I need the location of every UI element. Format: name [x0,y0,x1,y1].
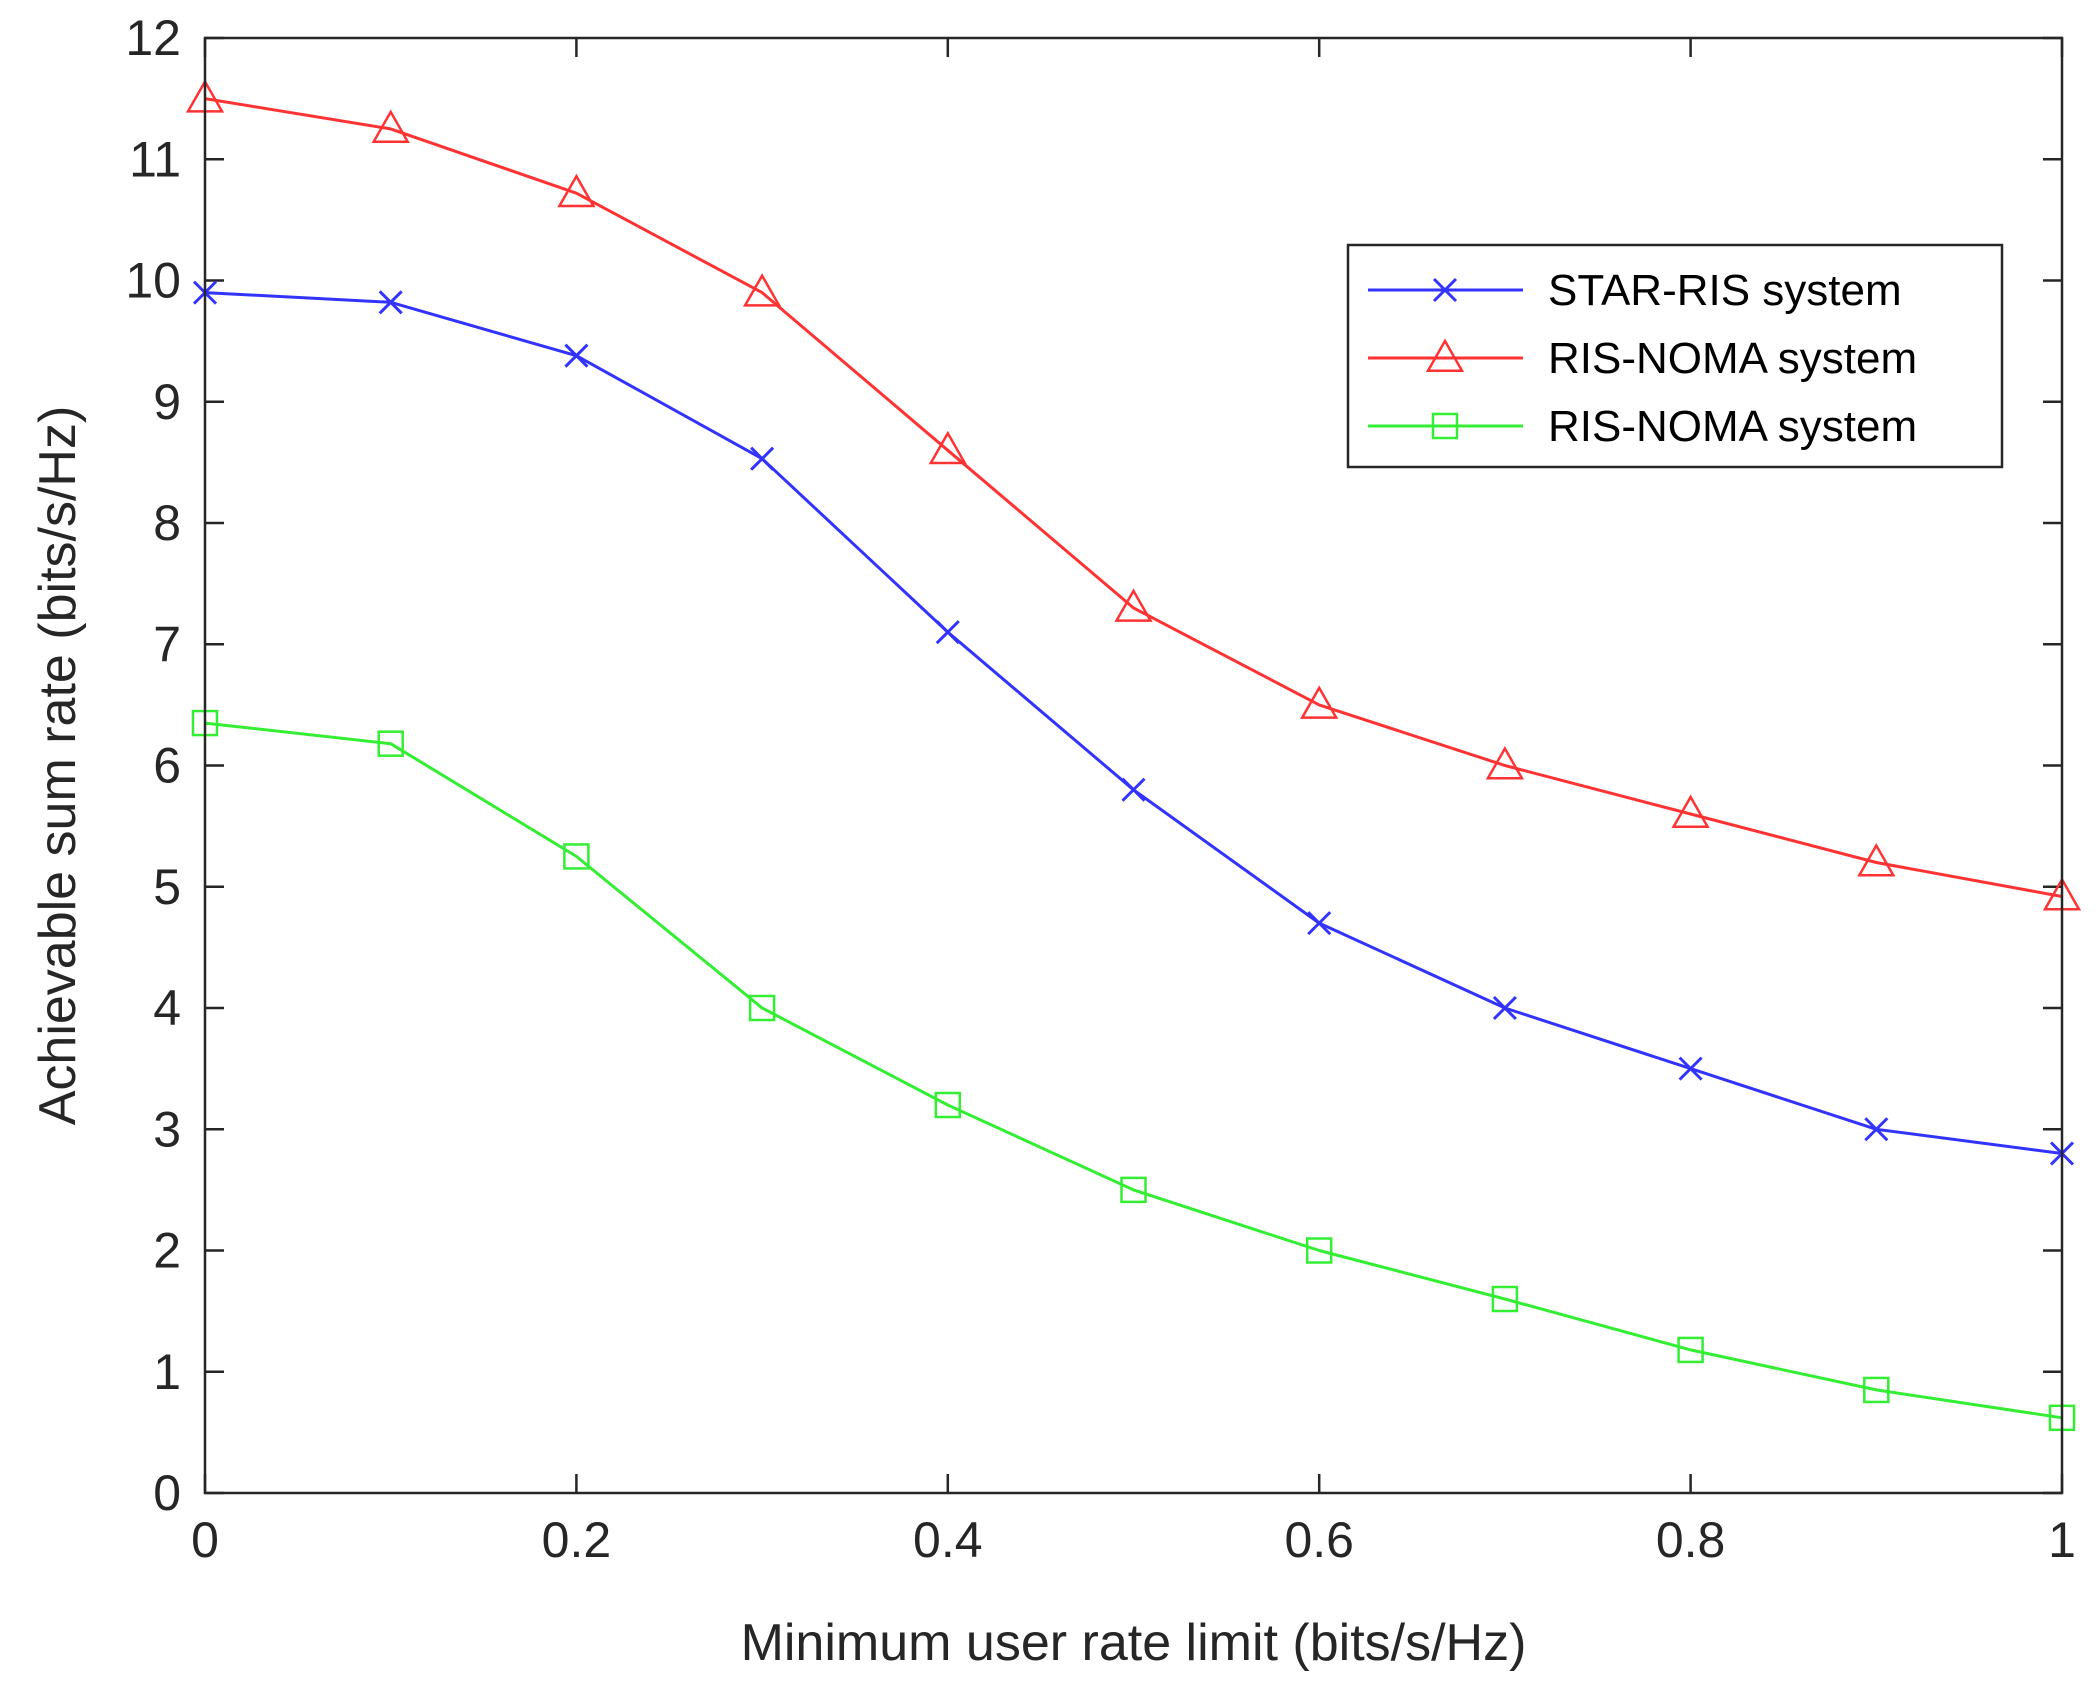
legend-label-2: RIS-NOMA system [1548,402,1917,451]
data-point-0-3 [750,446,775,471]
data-point-2-6 [1305,1237,1333,1264]
legend-marker-2 [1431,412,1459,440]
legend-marker-1 [1425,338,1465,372]
series-line-1 [204,97,2063,898]
data-point-2-4 [934,1091,962,1119]
y-tick-label-5: 5 [153,859,181,915]
data-point-0-4 [935,620,960,645]
data-point-1-3 [742,273,782,307]
legend-label-1: RIS-NOMA system [1548,334,1917,383]
x-tick-label-5: 1 [2048,1512,2076,1568]
x-tick-label-0: 0 [191,1512,219,1568]
series-2 [191,709,2076,1432]
data-point-2-1 [377,730,404,757]
legend: STAR-RIS system RIS-NOMA system RIS-NOMA s… [1346,243,2004,469]
data-point-2-5 [1120,1176,1147,1204]
data-point-0-9 [1864,1117,1889,1142]
axes-frame [203,36,2064,1495]
data-point-2-8 [1677,1336,1704,1364]
x-tick-label-3: 0.6 [1284,1512,1354,1568]
series-1 [185,79,2082,911]
data-point-0-1 [378,290,403,315]
data-point-1-9 [1857,842,1896,877]
data-point-2-9 [1863,1376,1890,1404]
data-point-0-5 [1121,777,1146,802]
x-tick-label-2: 0.4 [913,1512,983,1568]
series-layer [185,79,2082,1432]
data-point-1-4 [928,430,967,465]
legend-item-0: STAR-RIS system [1368,266,1902,315]
legend-marker-0 [1432,277,1458,303]
legend-item-1: RIS-NOMA system [1368,334,1917,383]
data-point-0-8 [1678,1056,1703,1081]
y-tick-label-8: 8 [153,495,181,551]
y-axis-title: Achievable sum rate (bits/s/Hz) [29,406,87,1126]
legend-label-0: STAR-RIS system [1548,266,1902,315]
data-point-1-8 [1671,794,1710,828]
data-point-0-6 [1307,911,1332,936]
legend-item-2: RIS-NOMA system [1368,402,1917,451]
data-point-2-3 [748,994,776,1022]
data-point-0-7 [1492,995,1517,1021]
data-point-2-7 [1491,1285,1519,1313]
x-tick-label-4: 0.8 [1656,1512,1726,1568]
x-tick-label-1: 0.2 [542,1512,612,1568]
series-line-2 [204,721,2063,1420]
data-point-0-2 [564,343,589,368]
y-tick-label-7: 7 [153,616,181,672]
y-tick-label-10: 10 [125,253,181,309]
y-tick-label-0: 0 [153,1465,181,1521]
y-tick-label-1: 1 [153,1344,181,1400]
x-axis-title: Minimum user rate limit (bits/s/Hz) [741,1614,1527,1672]
axes-box [203,36,2064,1495]
data-point-1-2 [557,173,596,208]
y-tick-label-9: 9 [153,374,181,430]
y-tick-label-4: 4 [153,980,181,1036]
data-point-2-2 [563,843,590,870]
y-tick-label-3: 3 [153,1101,181,1157]
data-point-1-6 [1300,685,1339,719]
data-point-1-5 [1114,588,1153,622]
y-tick-label-2: 2 [153,1223,181,1279]
y-tick-label-12: 12 [125,10,181,66]
series-0 [192,280,2075,1166]
data-point-1-7 [1485,745,1525,780]
y-tick-label-11: 11 [129,131,181,187]
data-point-1-1 [371,109,410,143]
y-tick-label-6: 6 [153,738,181,794]
